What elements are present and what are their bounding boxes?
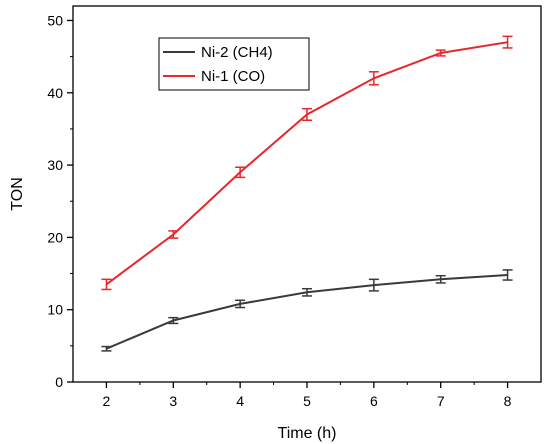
legend-label-ni-1: Ni-1 (CO) [201, 68, 265, 85]
y-tick-label: 10 [47, 302, 63, 318]
y-axis: 0 10 20 30 40 50 [47, 12, 73, 390]
plot-frame [72, 5, 542, 383]
y-tick-label: 0 [55, 374, 63, 390]
legend-box [158, 37, 310, 91]
x-axis: 2 3 4 5 6 7 8 [103, 382, 512, 409]
series-0 [101, 269, 513, 352]
x-tick-label: 5 [303, 393, 311, 409]
series-line [106, 274, 508, 350]
y-tick-label: 20 [47, 229, 63, 245]
x-tick-label: 8 [504, 393, 512, 409]
y-tick-label: 30 [47, 157, 63, 173]
x-tick-label: 6 [370, 393, 378, 409]
x-tick-label: 3 [169, 393, 177, 409]
y-tick-label: 50 [47, 12, 63, 28]
y-tick-label: 40 [47, 85, 63, 101]
plot-border [72, 5, 542, 383]
x-tick-label: 7 [437, 393, 445, 409]
series-1 [101, 35, 513, 291]
x-tick-label: 2 [103, 393, 111, 409]
x-tick-label: 4 [236, 393, 244, 409]
series-layer [101, 35, 513, 352]
legend: Ni-2 (CH4) Ni-1 (CO) [158, 37, 310, 91]
x-axis-title: Time (h) [278, 425, 337, 442]
series-line [105, 41, 508, 286]
y-axis-title: TON [9, 177, 26, 210]
legend-label-ni-2: Ni-2 (CH4) [201, 44, 273, 61]
